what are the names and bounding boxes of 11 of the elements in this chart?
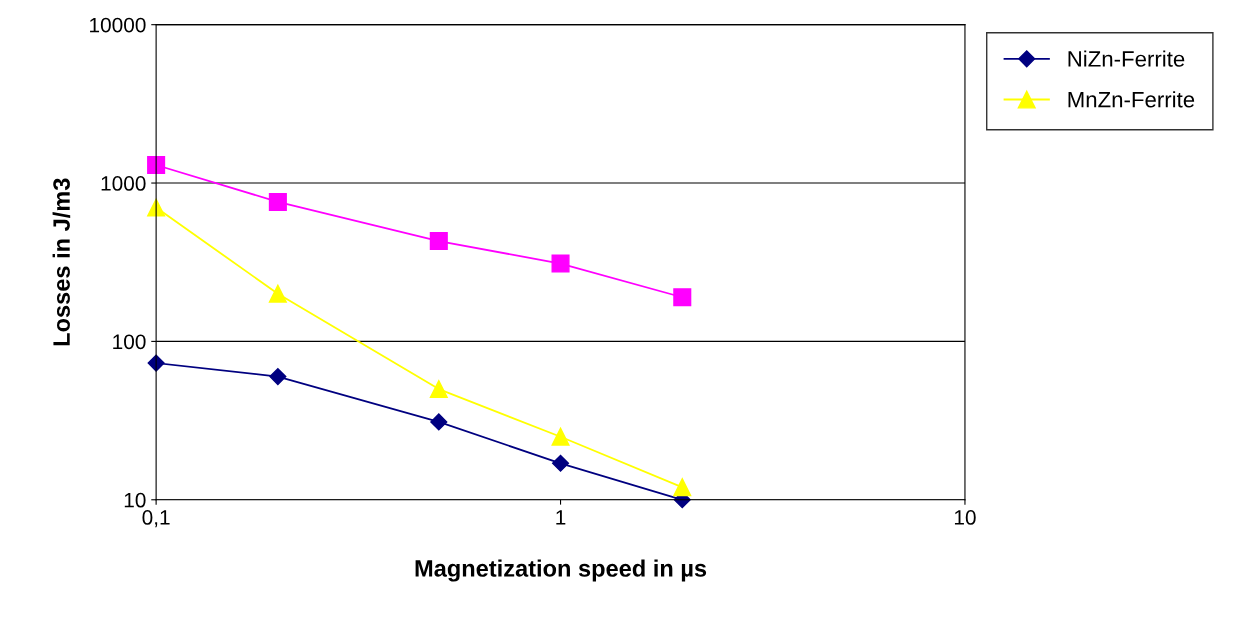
y-tick-label: 1000: [101, 176, 146, 191]
x-tick-label: 0,1: [142, 510, 170, 528]
x-tick-label: 1: [556, 510, 566, 525]
y-tick-label: 10000: [90, 17, 146, 33]
x-axis-title: Magnetization speed in µs: [415, 559, 707, 582]
legend-label: MnZn-Ferrite: [1068, 91, 1195, 108]
x-tick-label: 10: [954, 510, 976, 525]
y-tick-label: 100: [113, 334, 146, 350]
legend-label: NiZn-Ferrite: [1068, 50, 1185, 67]
y-tick-label: 10: [124, 492, 146, 508]
y-axis-title: Losses in J/m3: [52, 178, 71, 346]
